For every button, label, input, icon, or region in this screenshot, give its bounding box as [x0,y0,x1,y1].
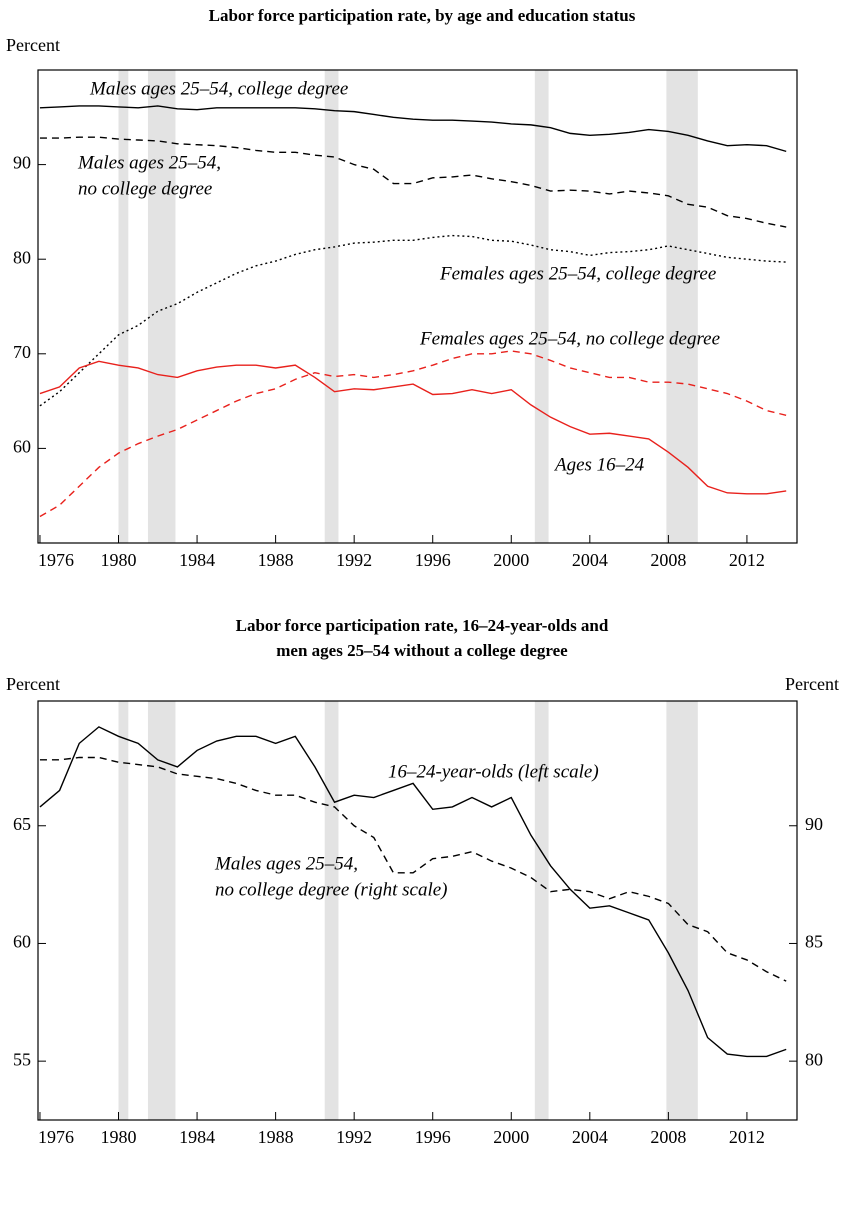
series-label: Females ages 25–54, no college degree [419,328,720,349]
x-tick-label: 1980 [101,1127,137,1147]
recession-band [324,701,339,1120]
y-axis-label: Percent [6,674,60,694]
x-tick-label: 1976 [38,550,74,570]
x-tick-label: 2012 [729,1127,765,1147]
x-tick-label: 2012 [729,550,765,570]
recession-band [666,701,698,1120]
x-tick-label: 1976 [38,1127,74,1147]
series-line [39,726,787,1058]
y2-tick-label: 90 [805,814,823,834]
x-tick-label: 1984 [179,1127,215,1147]
plot-frame [37,69,798,544]
y-tick-label: 55 [13,1049,31,1069]
x-tick-label: 1996 [415,1127,451,1147]
series-label: Males ages 25–54, [214,853,358,874]
x-tick-label: 1992 [336,1127,372,1147]
chart-title: Labor force participation rate, by age a… [209,6,636,25]
recession-band [147,701,176,1120]
x-tick-label: 1988 [258,1127,294,1147]
y-tick-label: 70 [13,342,31,362]
series-line [39,360,787,495]
series-label: no college degree [78,178,212,199]
x-tick-label: 1980 [101,550,137,570]
x-tick-label: 2000 [493,550,529,570]
y-tick-label: 65 [13,814,31,834]
recession-band [118,70,129,543]
recession-band [324,70,339,543]
series-label: no college degree (right scale) [215,879,448,900]
series-line [39,756,787,982]
series-label: 16–24-year-olds (left scale) [388,761,599,782]
x-tick-label: 2004 [572,550,608,570]
y2-tick-label: 80 [805,1049,823,1069]
series-label: Females ages 25–54, college degree [439,263,716,284]
x-tick-label: 2008 [650,550,686,570]
x-tick-label: 2004 [572,1127,608,1147]
series-label: Ages 16–24 [553,454,645,475]
series-line [39,105,787,153]
y-tick-label: 60 [13,932,31,952]
y-tick-label: 80 [13,247,31,267]
y-tick-label: 90 [13,153,31,173]
series-label: Males ages 25–54, [77,152,221,173]
recession-band [666,70,698,543]
y2-tick-label: 85 [805,932,823,952]
x-tick-label: 1992 [336,550,372,570]
y2-axis-label: Percent [785,674,839,694]
recession-band [534,70,549,543]
recession-band [118,701,129,1120]
recession-band [534,701,549,1120]
chart-title: men ages 25–54 without a college degree [276,641,568,660]
x-tick-label: 1988 [258,550,294,570]
plot-frame [37,700,798,1121]
x-tick-label: 1984 [179,550,215,570]
series-line [39,136,787,228]
y-axis-label: Percent [6,35,60,55]
chart-title: Labor force participation rate, 16–24-ye… [236,616,609,635]
x-tick-label: 2008 [650,1127,686,1147]
x-tick-label: 2000 [493,1127,529,1147]
y-tick-label: 60 [13,437,31,457]
series-line [39,350,787,518]
series-label: Males ages 25–54, college degree [89,78,348,99]
series-line [39,234,787,407]
x-tick-label: 1996 [415,550,451,570]
